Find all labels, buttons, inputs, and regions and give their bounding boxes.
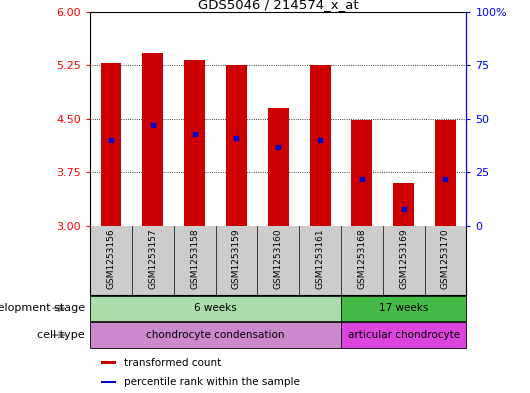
Text: GSM1253156: GSM1253156 [107, 228, 116, 289]
Bar [393, 183, 414, 226]
Text: GSM1253157: GSM1253157 [148, 228, 157, 289]
Text: articular chondrocyte: articular chondrocyte [348, 330, 460, 340]
Text: 6 weeks: 6 weeks [194, 303, 237, 313]
Bar [351, 120, 372, 226]
Bar [341, 296, 466, 321]
Text: GSM1253169: GSM1253169 [399, 228, 408, 289]
Text: transformed count: transformed count [124, 358, 221, 367]
Text: percentile rank within the sample: percentile rank within the sample [124, 377, 300, 387]
Bar [435, 120, 456, 226]
Bar [184, 61, 205, 226]
Text: GSM1253158: GSM1253158 [190, 228, 199, 289]
Bar [90, 296, 341, 321]
Bar [90, 322, 341, 348]
Text: 17 weeks: 17 weeks [379, 303, 428, 313]
Text: GSM1253159: GSM1253159 [232, 228, 241, 289]
Bar [268, 108, 289, 226]
Text: GSM1253160: GSM1253160 [274, 228, 282, 289]
Text: chondrocyte condensation: chondrocyte condensation [146, 330, 285, 340]
Bar [226, 65, 247, 226]
Bar [101, 63, 121, 226]
Bar [143, 53, 163, 226]
Text: development stage: development stage [0, 303, 85, 313]
Text: cell type: cell type [37, 330, 85, 340]
Text: GSM1253168: GSM1253168 [357, 228, 366, 289]
Text: GSM1253161: GSM1253161 [315, 228, 324, 289]
Bar [310, 65, 331, 226]
Bar [101, 361, 117, 364]
Title: GDS5046 / 214574_x_at: GDS5046 / 214574_x_at [198, 0, 359, 11]
Bar [341, 322, 466, 348]
Bar [101, 381, 117, 383]
Text: GSM1253170: GSM1253170 [441, 228, 450, 289]
